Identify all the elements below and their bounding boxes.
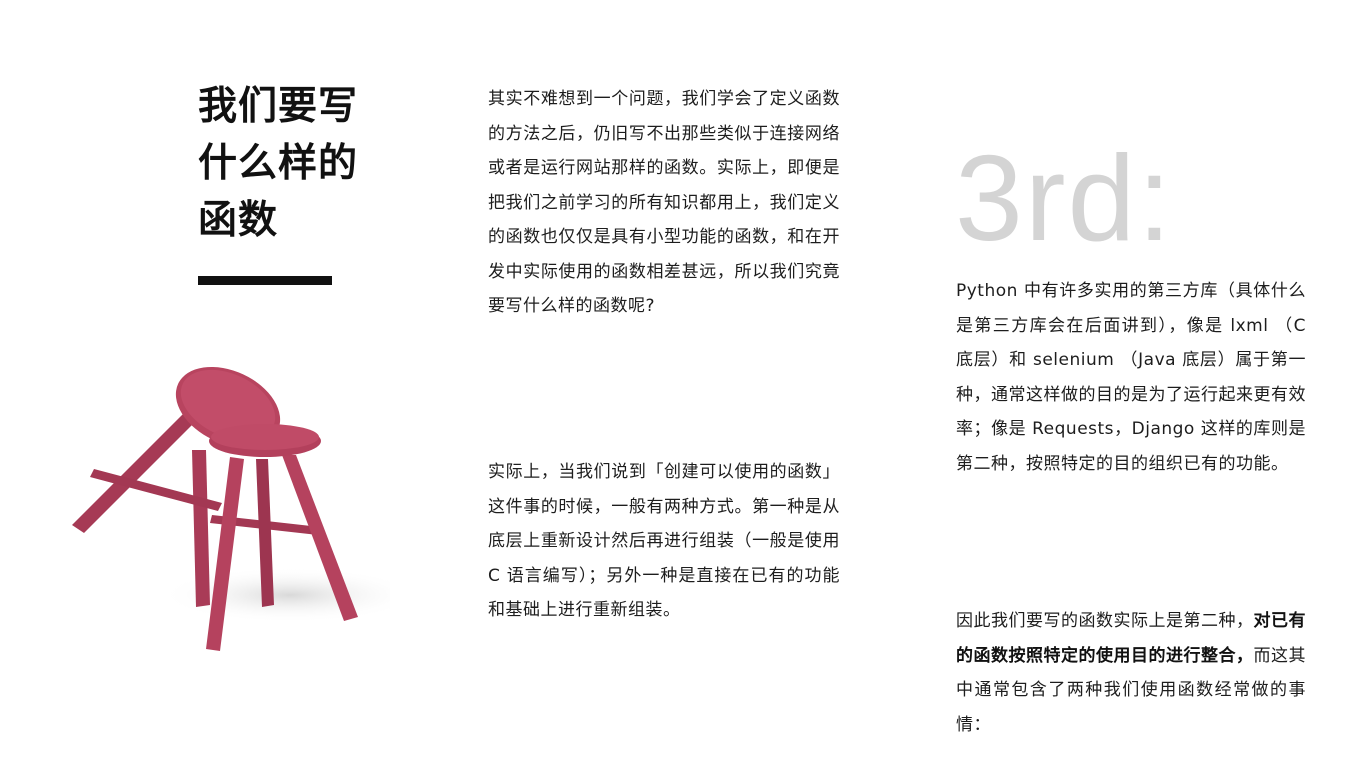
stool-image [72,366,390,651]
intro-paragraph: 其实不难想到一个问题，我们学会了定义函数的方法之后，仍旧写不出那些类似于连接网络… [488,89,840,316]
title-underline [198,276,332,285]
third-party-paragraph: Python 中有许多实用的第三方库（具体什么是第三方库会在后面讲到），像是 l… [956,281,1306,474]
title-line-2: 什么样的 [198,141,359,186]
conclusion-text-start: 因此我们要写的函数实际上是第二种， [956,611,1254,631]
conclusion-text-bold: 对已有的函数按照特定的使用目的进行整合， [956,611,1306,666]
title-line-1: 我们要写 [198,84,359,129]
section-number-label: 3rd: [955,130,1174,266]
conclusion-text-end: 而这其中通常包含了两种我们使用函数经常做的事情： [956,645,1306,735]
page-title: 我们要写 什么样的 函数 [198,78,398,249]
methods-paragraph: 实际上，当我们说到「创建可以使用的函数」这件事的时候，一般有两种方式。第一种是从… [488,462,840,620]
title-line-3: 函数 [198,198,279,243]
conclusion-paragraph: 因此我们要写的函数实际上是第二种，对已有的函数按照特定的使用目的进行整合，而这其… [956,604,1306,742]
